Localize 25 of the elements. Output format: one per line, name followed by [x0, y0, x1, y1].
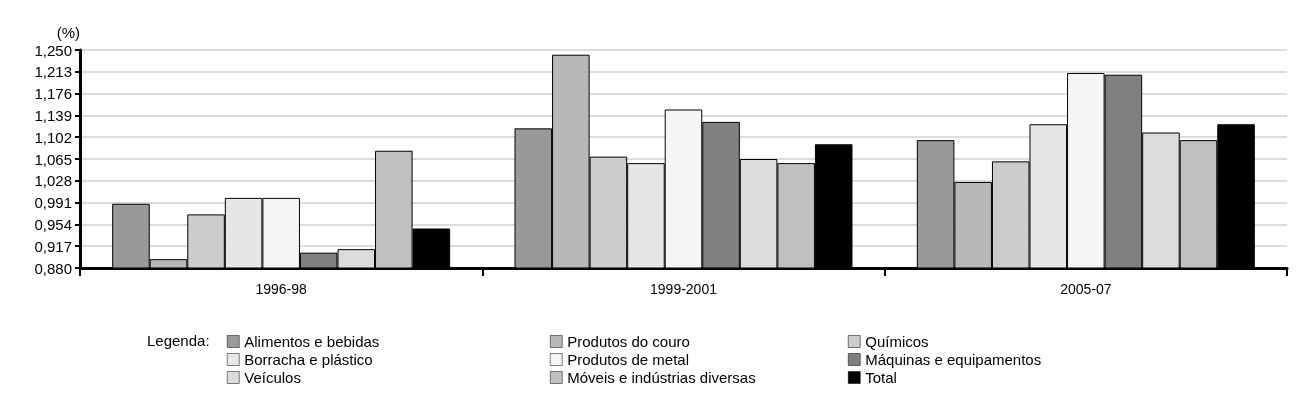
y-tick-label: 1,250: [34, 41, 72, 59]
y-tick-label: 1,213: [34, 63, 72, 81]
y-tick-label: 1,139: [34, 106, 72, 124]
legend-label: Total: [865, 369, 897, 386]
y-tick-label: 0,917: [34, 237, 72, 255]
legend-label: Veículos: [244, 369, 301, 386]
legend-label: Químicos: [865, 333, 929, 350]
y-tick-label: 0,880: [34, 259, 72, 277]
y-axis-title: (%): [56, 24, 80, 41]
y-tick-label: 0,991: [34, 194, 72, 212]
legend-title: Legenda:: [147, 332, 210, 349]
legend-label: Produtos do couro: [567, 333, 690, 350]
x-tick-label: 2005-07: [1060, 281, 1112, 297]
legend-label: Produtos de metal: [567, 351, 689, 368]
y-tick-label: 1,065: [34, 150, 72, 168]
x-tick-label: 1999-2001: [650, 281, 718, 297]
y-tick-label: 0,954: [34, 215, 72, 233]
legend-label: Borracha e plástico: [244, 351, 373, 368]
y-tick-label: 1,102: [34, 128, 72, 146]
legend-label: Máquinas e equipamentos: [865, 351, 1042, 368]
legend-label: Alimentos e bebidas: [244, 333, 380, 350]
legend-label: Móveis e indústrias diversas: [567, 369, 756, 386]
y-tick-label: 1,176: [34, 85, 72, 103]
y-tick-label: 1,028: [34, 172, 72, 190]
x-tick-label: 1996-98: [255, 281, 308, 297]
